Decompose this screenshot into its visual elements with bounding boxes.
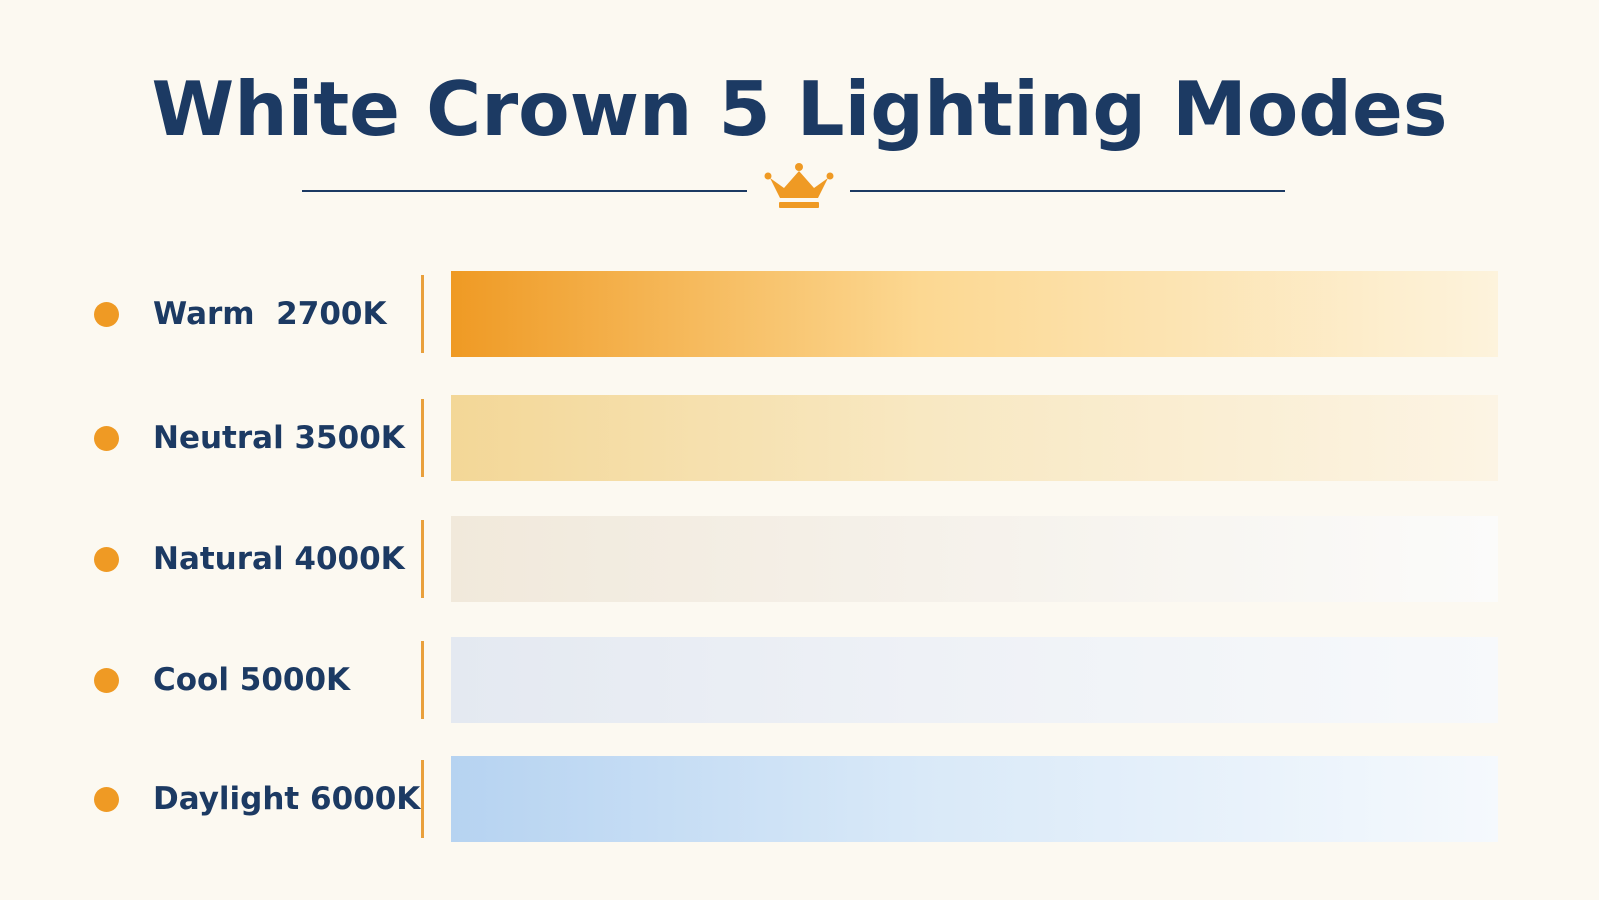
color-temperature-bar xyxy=(451,756,1498,842)
mode-label: Cool 5000K xyxy=(153,662,351,698)
bullet-dot-icon xyxy=(94,302,119,327)
title-divider-right xyxy=(850,190,1285,192)
bullet-dot-icon xyxy=(94,426,119,451)
color-temperature-bar xyxy=(451,637,1498,723)
mode-label: Natural 4000K xyxy=(153,541,405,577)
color-temperature-bar xyxy=(451,271,1498,357)
mode-row-neutral: Neutral 3500K xyxy=(0,395,1599,481)
row-separator xyxy=(421,641,424,719)
crown-icon xyxy=(764,163,834,208)
mode-row-cool: Cool 5000K xyxy=(0,637,1599,723)
title-divider-left xyxy=(302,190,747,192)
mode-label: Neutral 3500K xyxy=(153,420,405,456)
mode-row-warm: Warm 2700K xyxy=(0,271,1599,357)
mode-row-natural: Natural 4000K xyxy=(0,516,1599,602)
row-separator xyxy=(421,520,424,598)
mode-row-daylight: Daylight 6000K xyxy=(0,756,1599,842)
page-title: White Crown 5 Lighting Modes xyxy=(151,65,1448,153)
color-temperature-bar xyxy=(451,395,1498,481)
row-separator xyxy=(421,399,424,477)
color-temperature-bar xyxy=(451,516,1498,602)
row-separator xyxy=(421,760,424,838)
bullet-dot-icon xyxy=(94,547,119,572)
mode-label: Warm 2700K xyxy=(153,296,387,332)
bullet-dot-icon xyxy=(94,787,119,812)
bullet-dot-icon xyxy=(94,668,119,693)
row-separator xyxy=(421,275,424,353)
mode-label: Daylight 6000K xyxy=(153,781,421,817)
